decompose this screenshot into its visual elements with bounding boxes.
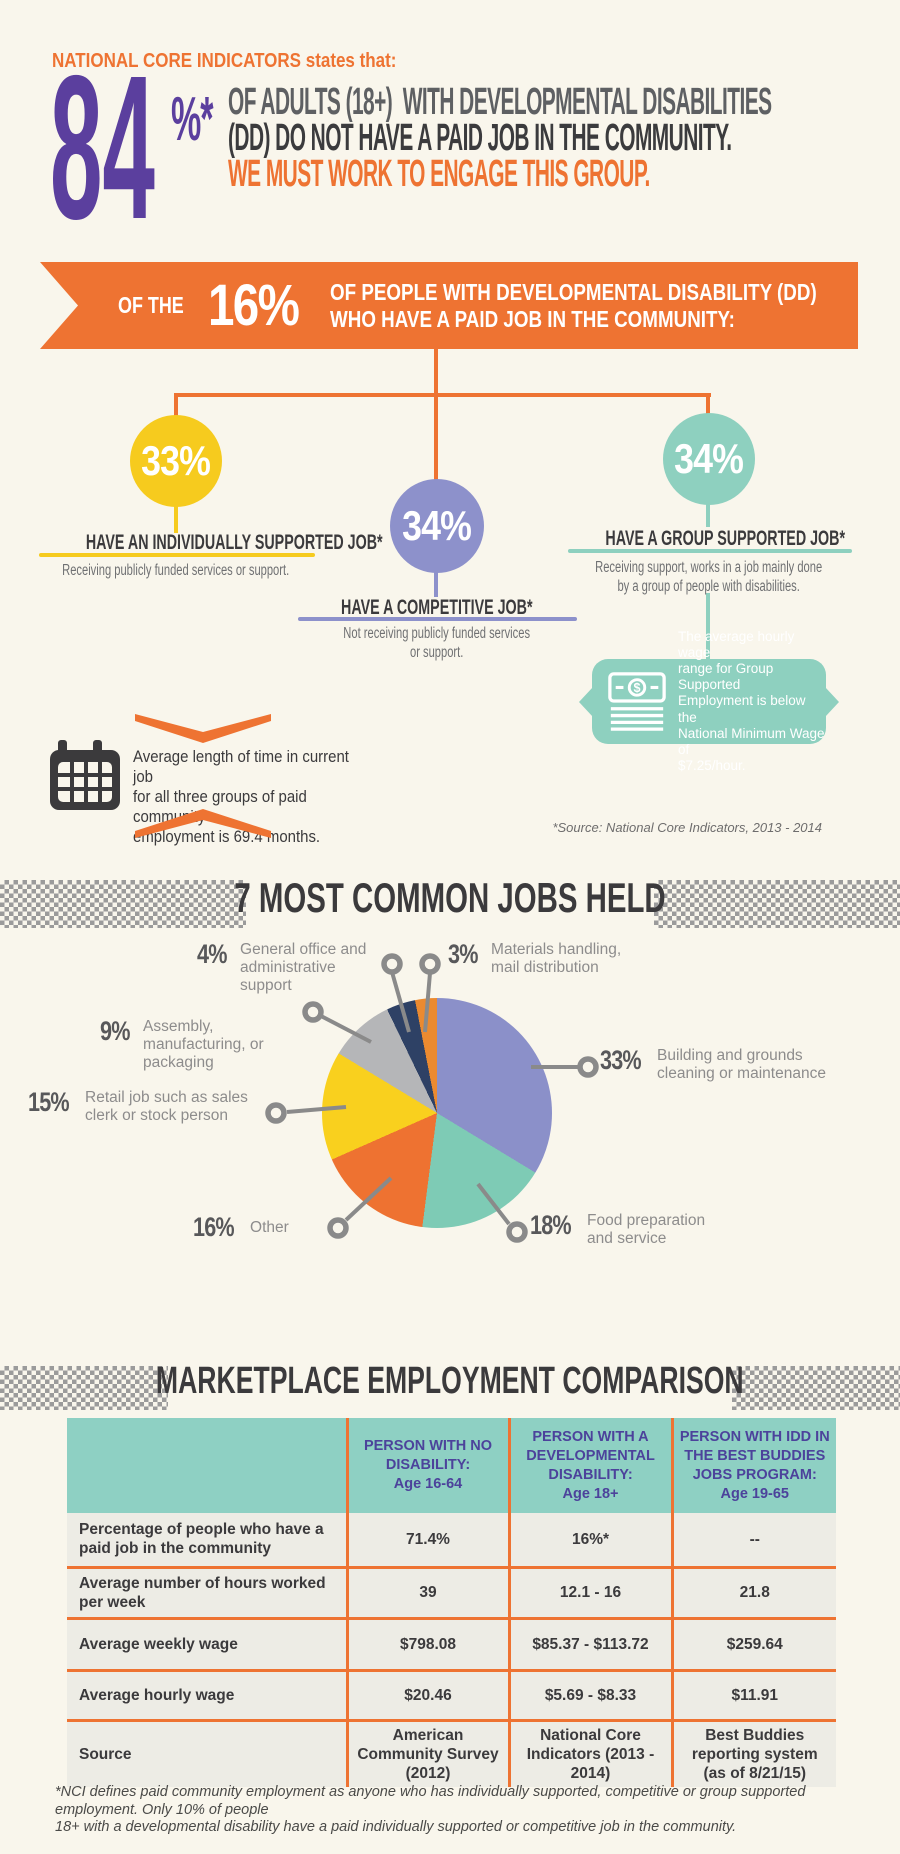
table-cell: 39 (347, 1565, 511, 1618)
stub-line-purple (434, 569, 438, 597)
jobs-section-title: 7 MOST COMMON JOBS HELD (234, 874, 666, 921)
table-row: Percentage of people who have a paid job… (67, 1513, 836, 1567)
stat-number: 84 (50, 33, 155, 262)
circle-group-supported: 34% (663, 413, 755, 505)
pie-label-retail: 15% Retail job such as sales clerk or st… (28, 1087, 248, 1125)
table-cell: $20.46 (347, 1668, 511, 1720)
row-label: Average weekly wage (67, 1616, 349, 1670)
ribbon-prefix: OF THE (118, 292, 184, 318)
table-cell: 71.4% (347, 1513, 511, 1567)
headline-line-2: (DD) DO NOT HAVE A PAID JOB IN THE COMMU… (228, 117, 732, 159)
ribbon-line-2: WHO HAVE A PAID JOB IN THE COMMUNITY: (330, 305, 736, 332)
pie-label-other: 16% Other (193, 1212, 289, 1242)
calendar-icon (50, 740, 120, 810)
connector-line-right (706, 393, 710, 418)
table-cell: $11.91 (672, 1668, 836, 1720)
comparison-table: PERSON WITH NO DISABILITY: Age 16-64 PER… (67, 1418, 836, 1787)
circle-competitive: 34% (390, 479, 484, 573)
dotted-band (654, 880, 900, 928)
svg-text:$: $ (634, 680, 641, 694)
table-cell: 16%* (509, 1513, 674, 1567)
table-cell: $259.64 (672, 1616, 836, 1670)
comparison-section-title: MARKETPLACE EMPLOYMENT COMPARISON (156, 1360, 744, 1402)
row-label: Percentage of people who have a paid job… (67, 1513, 349, 1567)
headline: OF ADULTS (18+) WITH DEVELOPMENTAL DISAB… (228, 81, 900, 195)
group-underline-purple (298, 617, 577, 621)
row-label: Source (67, 1718, 349, 1787)
pie-label-food-prep: 18% Food preparation and service (530, 1210, 706, 1248)
stub-line-teal (706, 501, 710, 527)
table-cell: $5.69 - $8.33 (509, 1668, 674, 1720)
table-cell: $85.37 - $113.72 (509, 1616, 674, 1670)
row-label: Average hourly wage (67, 1668, 349, 1720)
dotted-band (0, 880, 246, 928)
headline-line-1: OF ADULTS (18+) WITH DEVELOPMENTAL DISAB… (228, 81, 772, 123)
chevron-down-icon (135, 714, 271, 743)
wage-callout-text: The average hourly wage range for Group … (678, 628, 825, 774)
table-header-no-disability: PERSON WITH NO DISABILITY: Age 16-64 (347, 1418, 511, 1513)
eyebrow-text: NATIONAL CORE INDICATORS states that: (52, 50, 397, 72)
ribbon-percent: 16% (208, 273, 300, 338)
connector-line-left (174, 393, 178, 419)
ribbon-line-1: OF PEOPLE WITH DEVELOPMENTAL DISABILITY … (330, 278, 818, 305)
table-cell: National Core Indicators (2013 - 2014) (509, 1718, 674, 1787)
table-header-empty (67, 1418, 349, 1513)
stat-suffix: %* (171, 85, 213, 154)
table-header-row: PERSON WITH NO DISABILITY: Age 16-64 PER… (67, 1418, 836, 1513)
table-header-best-buddies: PERSON WITH IDD IN THE BEST BUDDIES JOBS… (672, 1418, 836, 1513)
row-label: Average number of hours worked per week (67, 1565, 349, 1618)
dotted-band (732, 1366, 900, 1410)
table-cell: 12.1 - 16 (509, 1565, 674, 1618)
group-desc-group-supported: Receiving support, works in a job mainly… (595, 559, 823, 595)
pie-label-materials-handling: 3% Materials handling, mail distribution (448, 939, 622, 977)
table-cell: Best Buddies reporting system (as of 8/2… (672, 1718, 836, 1787)
group-title-individually-supported: HAVE AN INDIVIDUALLY SUPPORTED JOB* (85, 531, 383, 554)
headline-line-3: WE MUST WORK TO ENGAGE THIS GROUP. (228, 153, 650, 195)
table-row: Average weekly wage $798.08 $85.37 - $11… (67, 1616, 836, 1670)
table-row: Source American Community Survey (2012) … (67, 1718, 836, 1787)
group-underline-yellow (39, 553, 315, 557)
pie-label-general-office: 4% General office and administrative sup… (197, 939, 367, 995)
ribbon-banner: OF THE 16% OF PEOPLE WITH DEVELOPMENTAL … (40, 262, 858, 349)
connector-line-center (434, 349, 438, 485)
group-title-group-supported: HAVE A GROUP SUPPORTED JOB* (605, 527, 846, 550)
pie-chart (322, 998, 552, 1228)
table-row: Average hourly wage $20.46 $5.69 - $8.33… (67, 1668, 836, 1720)
connector-line-horizontal (174, 393, 711, 397)
source-note: *Source: National Core Indicators, 2013 … (552, 820, 822, 835)
group-title-competitive: HAVE A COMPETITIVE JOB* (341, 596, 533, 619)
pie-label-assembly: 9% Assembly, manufacturing, or packaging (100, 1016, 264, 1072)
group-desc-competitive: Not receiving publicly funded services o… (343, 625, 531, 661)
pie-label-building-grounds: 33% Building and grounds cleaning or mai… (600, 1045, 826, 1083)
callout-connector-line (706, 593, 710, 660)
table-cell: $798.08 (347, 1616, 511, 1670)
dotted-band (0, 1366, 168, 1410)
table-cell: American Community Survey (2012) (347, 1718, 511, 1787)
footnote: *NCI defines paid community employment a… (55, 1784, 806, 1835)
chevron-up-icon (135, 809, 271, 838)
group-desc-individually-supported: Receiving publicly funded services or su… (62, 562, 290, 579)
table-header-developmental-disability: PERSON WITH A DEVELOPMENTAL DISABILITY: … (509, 1418, 674, 1513)
group-underline-teal (568, 549, 852, 553)
table-cell: -- (672, 1513, 836, 1567)
circle-individually-supported: 33% (130, 415, 222, 507)
wage-callout: $ The average hourly wage range for Grou… (579, 629, 839, 773)
table-row: Average number of hours worked per week … (67, 1565, 836, 1618)
table-cell: 21.8 (672, 1565, 836, 1618)
money-icon: $ (608, 671, 666, 731)
stub-line-yellow (174, 503, 178, 533)
ribbon-text: OF PEOPLE WITH DEVELOPMENTAL DISABILITY … (330, 278, 858, 333)
